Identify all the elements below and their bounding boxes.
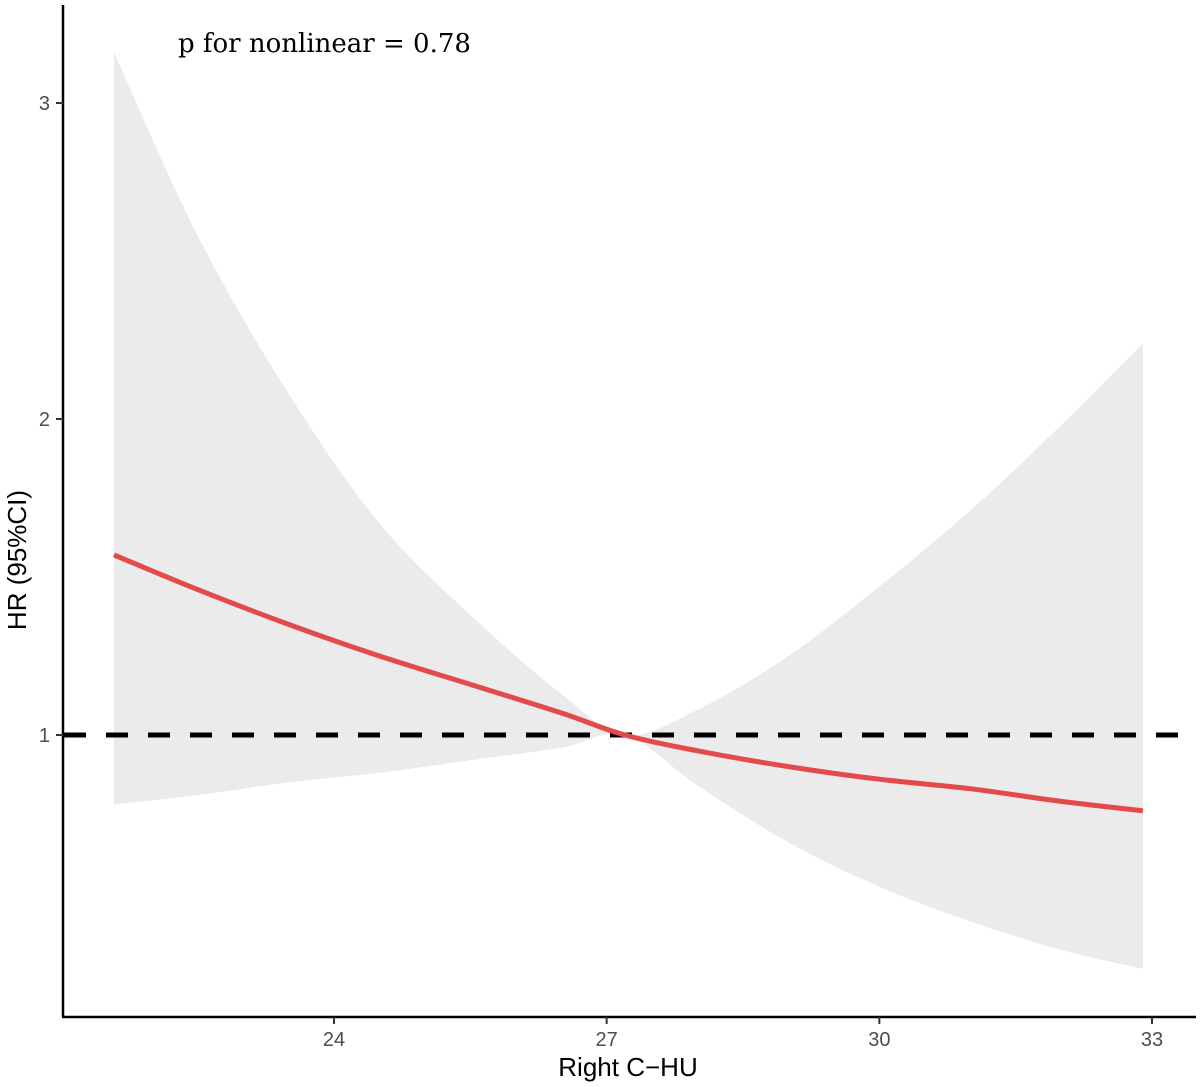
x-tick-label: 27 <box>596 1029 618 1051</box>
x-tick-label: 30 <box>868 1029 890 1051</box>
x-axis-title: Right C−HU <box>558 1052 697 1082</box>
y-axis-title: HR (95%CI) <box>2 490 32 630</box>
x-tick-label: 24 <box>323 1029 345 1051</box>
x-axis: 24 27 30 33 <box>62 1015 1196 1051</box>
y-tick-label: 2 <box>39 409 50 431</box>
x-ticks: 24 27 30 33 <box>323 1017 1163 1051</box>
y-ticks: 1 2 3 <box>39 93 63 747</box>
y-axis: 1 2 3 <box>39 5 65 1017</box>
x-tick-label: 33 <box>1141 1029 1163 1051</box>
y-tick-label: 3 <box>39 93 50 115</box>
plot-area <box>64 52 1196 969</box>
y-tick-label: 1 <box>39 725 50 747</box>
hr-curve <box>113 552 1144 814</box>
p-nonlinear-annotation: p for nonlinear = 0.78 <box>178 29 471 59</box>
confidence-interval-ribbon <box>114 52 1143 969</box>
